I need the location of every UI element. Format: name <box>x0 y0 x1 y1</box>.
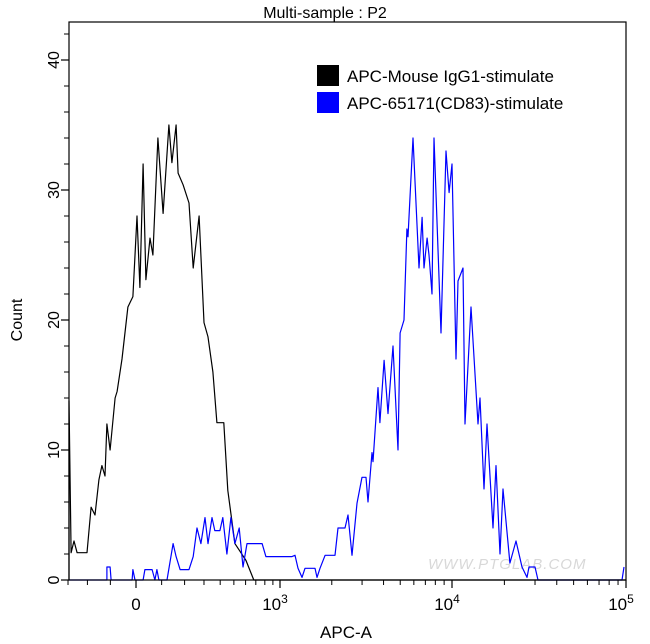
y-tick-label: 10 <box>46 441 63 459</box>
legend: APC-Mouse IgG1-stimulate APC-65171(CD83)-… <box>317 65 563 113</box>
watermark: WWW.PTGLAB.COM <box>428 556 586 573</box>
y-axis-label: Count <box>9 298 26 341</box>
legend-swatch <box>317 65 339 86</box>
x-tick-label: 104 <box>434 592 460 614</box>
legend-label: APC-65171(CD83)-stimulate <box>347 94 563 113</box>
x-tick-label: 105 <box>608 592 634 614</box>
legend-swatch <box>317 92 339 113</box>
y-tick-label: 0 <box>46 575 63 584</box>
chart-title: Multi-sample : P2 <box>263 5 387 22</box>
axes-layer: 0 10 20 30 40 0 103 104 105 <box>46 33 634 614</box>
series-layer <box>68 124 626 581</box>
series-line-2 <box>69 137 625 581</box>
x-tick-label: 0 <box>131 595 140 614</box>
y-tick-label: 40 <box>46 51 63 69</box>
x-tick-label: 103 <box>262 592 288 614</box>
y-tick-label: 20 <box>46 311 63 329</box>
legend-label: APC-Mouse IgG1-stimulate <box>347 67 554 86</box>
y-tick-label: 30 <box>46 181 63 199</box>
x-axis-label: APC-A <box>320 623 373 642</box>
plot-frame <box>68 21 627 581</box>
series-line-1 <box>68 124 626 581</box>
